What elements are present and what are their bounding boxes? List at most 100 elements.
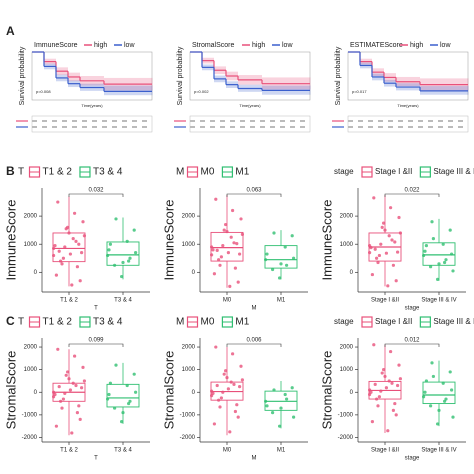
data-point [233, 409, 237, 414]
data-point [68, 252, 72, 256]
data-point [398, 377, 402, 381]
data-point [391, 263, 395, 267]
p-bracket [68, 193, 124, 197]
data-point [443, 260, 447, 265]
data-point [239, 217, 243, 221]
data-point [219, 255, 223, 259]
data-point [217, 398, 221, 402]
legend-title: T [18, 167, 24, 178]
data-point [264, 399, 268, 403]
data-point [127, 259, 131, 263]
data-point [444, 258, 448, 262]
ci-band [468, 78, 469, 91]
p-bracket [384, 343, 440, 347]
data-point [53, 244, 57, 248]
legend-label: M1 [235, 167, 249, 178]
data-point [437, 262, 441, 266]
legend-title: ESTIMATEScore [350, 42, 403, 49]
data-point [81, 220, 85, 224]
data-point [113, 263, 117, 267]
data-point [218, 263, 222, 267]
x-axis-title: Time(years) [239, 103, 261, 108]
data-point [271, 411, 275, 415]
data-point [82, 234, 86, 238]
x-tick-label: T3 & 4 [114, 448, 132, 454]
data-point [70, 431, 74, 435]
data-point [221, 244, 225, 248]
y-tick-label: 0 [350, 390, 354, 396]
y-tick-label: 1000 [340, 242, 354, 248]
box [106, 383, 140, 408]
data-point [210, 394, 214, 398]
data-point [429, 265, 433, 269]
x-axis-title: Time(years) [397, 103, 419, 108]
data-point [376, 404, 380, 408]
data-point [384, 386, 388, 390]
data-point [222, 228, 226, 232]
data-point [59, 259, 63, 263]
panel-label: B [6, 164, 15, 178]
data-point [285, 263, 289, 267]
legend-label: T3 & 4 [93, 317, 123, 328]
legend-label: M0 [201, 317, 215, 328]
data-point [120, 420, 124, 424]
data-point [431, 236, 435, 241]
data-point [63, 245, 67, 249]
data-point [373, 382, 377, 386]
data-point [424, 244, 428, 248]
data-point [210, 245, 214, 249]
data-point [429, 404, 433, 408]
p-value: 0.006 [246, 338, 262, 344]
data-point [430, 220, 434, 224]
data-point [60, 262, 64, 266]
panel-label: C [6, 314, 15, 328]
data-point [437, 408, 441, 412]
data-point [393, 401, 397, 406]
legend-label: low [440, 42, 451, 49]
plot-frame [347, 51, 469, 101]
legend-label: Stage III & IV [433, 317, 474, 326]
data-point [54, 273, 59, 277]
p-bracket [226, 343, 282, 347]
y-tick-label: 2000 [182, 214, 196, 220]
data-point [67, 231, 71, 235]
risk-frame [347, 115, 469, 133]
data-point [222, 372, 226, 376]
legend-label: Stage I &II [375, 167, 412, 176]
data-point [370, 420, 374, 424]
legend-label: T1 & 2 [43, 317, 73, 328]
data-point [448, 370, 452, 374]
x-axis-title: M [252, 456, 257, 462]
p-value: 0.099 [88, 338, 104, 344]
data-point [240, 232, 244, 236]
data-point [386, 284, 390, 288]
data-point [369, 245, 373, 250]
data-point [229, 380, 233, 384]
data-point [431, 374, 435, 379]
data-point [80, 251, 84, 255]
data-point [380, 225, 384, 229]
y-tick-label: 2000 [24, 345, 38, 351]
legend-label: M1 [235, 317, 249, 328]
box [106, 241, 140, 266]
data-point [387, 379, 391, 383]
data-point [372, 196, 376, 200]
data-point [272, 388, 276, 392]
data-point [386, 429, 390, 433]
x-axis-title: stage [405, 306, 420, 312]
x-tick-label: T1 & 2 [60, 448, 78, 454]
legend-label: high [252, 42, 265, 49]
data-point [77, 404, 81, 408]
data-point [224, 222, 228, 227]
box [264, 245, 298, 269]
data-point [125, 239, 129, 244]
data-point [285, 397, 289, 401]
plot-frame [31, 51, 153, 101]
y-tick-label: -2000 [180, 435, 196, 441]
y-tick-label: 2000 [340, 214, 354, 220]
p-bracket [226, 193, 282, 197]
data-point [379, 389, 383, 393]
legend-title: ImmuneScore [34, 42, 78, 49]
ci-band [104, 85, 152, 96]
data-point [125, 383, 129, 388]
